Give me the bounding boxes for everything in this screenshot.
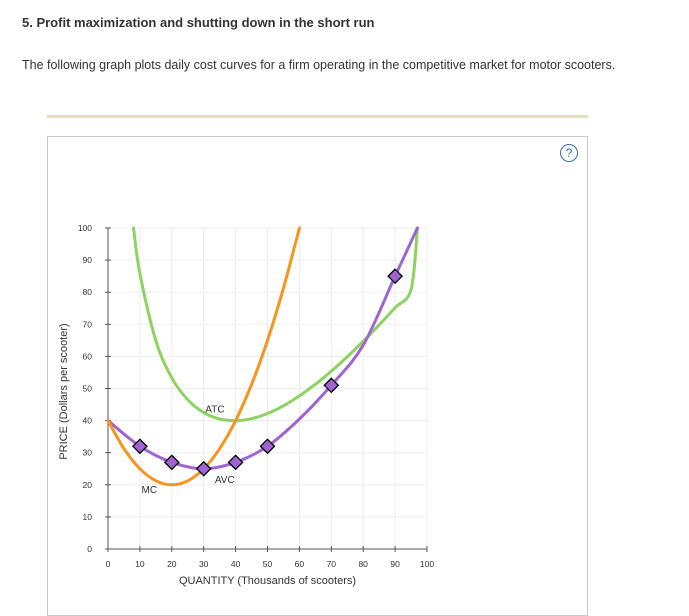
- x-tick-label-40: 40: [231, 559, 241, 569]
- avc-marker-point-5[interactable]: [259, 438, 276, 455]
- x-tick-label-50: 50: [263, 559, 273, 569]
- y-tick-label-50: 50: [83, 384, 93, 394]
- y-tick-label-40: 40: [83, 416, 93, 426]
- question-title: 5. Profit maximization and shutting down…: [22, 15, 375, 30]
- x-tick-label-10: 10: [135, 559, 145, 569]
- y-tick-label-100: 100: [78, 223, 92, 233]
- y-tick-label-80: 80: [83, 287, 93, 297]
- x-tick-label-100: 100: [420, 559, 434, 569]
- mc-curve-label: MC: [141, 485, 157, 496]
- help-icon[interactable]: ?: [560, 144, 578, 162]
- x-tick-label-80: 80: [358, 559, 368, 569]
- y-axis-title: PRICE (Dollars per scooter): [58, 323, 70, 459]
- y-tick-label-20: 20: [83, 480, 93, 490]
- y-tick-label-60: 60: [83, 351, 93, 361]
- avc-marker-point-6[interactable]: [323, 377, 340, 394]
- atc-curve-label: ATC: [205, 405, 224, 416]
- y-tick-label-30: 30: [83, 448, 93, 458]
- x-tick-label-0: 0: [106, 559, 111, 569]
- y-tick-label-90: 90: [83, 255, 93, 265]
- avc-markers[interactable]: [131, 268, 404, 477]
- x-tick-label-70: 70: [327, 559, 337, 569]
- question-intro: The following graph plots daily cost cur…: [22, 58, 616, 72]
- x-axis-title: QUANTITY (Thousands of scooters): [179, 575, 356, 587]
- grid-lines: [108, 227, 428, 549]
- avc-marker-point-7[interactable]: [387, 268, 404, 285]
- x-tick-label-60: 60: [295, 559, 305, 569]
- avc-marker-point-3[interactable]: [195, 460, 212, 477]
- avc-curve: [106, 226, 419, 471]
- y-tick-label-70: 70: [83, 319, 93, 329]
- atc-curve: [132, 226, 419, 423]
- x-tick-label-20: 20: [167, 559, 177, 569]
- avc-marker-point-4[interactable]: [227, 454, 244, 471]
- y-tick-label-0: 0: [87, 544, 92, 554]
- x-tick-label-30: 30: [199, 559, 209, 569]
- divider-rule: [47, 115, 588, 118]
- tick-labels: 0 10 20 30 40 50 60 70 80 90 100 0 10 20 30 40 50 60 70 80 9…: [78, 223, 435, 569]
- avc-marker-point-2[interactable]: [163, 454, 180, 471]
- avc-marker-point-1[interactable]: [131, 438, 148, 455]
- avc-curve-label: AVC: [215, 475, 235, 486]
- graph-panel: [47, 136, 588, 616]
- y-tick-label-10: 10: [83, 512, 93, 522]
- x-tick-label-90: 90: [390, 559, 400, 569]
- axes: [105, 227, 428, 552]
